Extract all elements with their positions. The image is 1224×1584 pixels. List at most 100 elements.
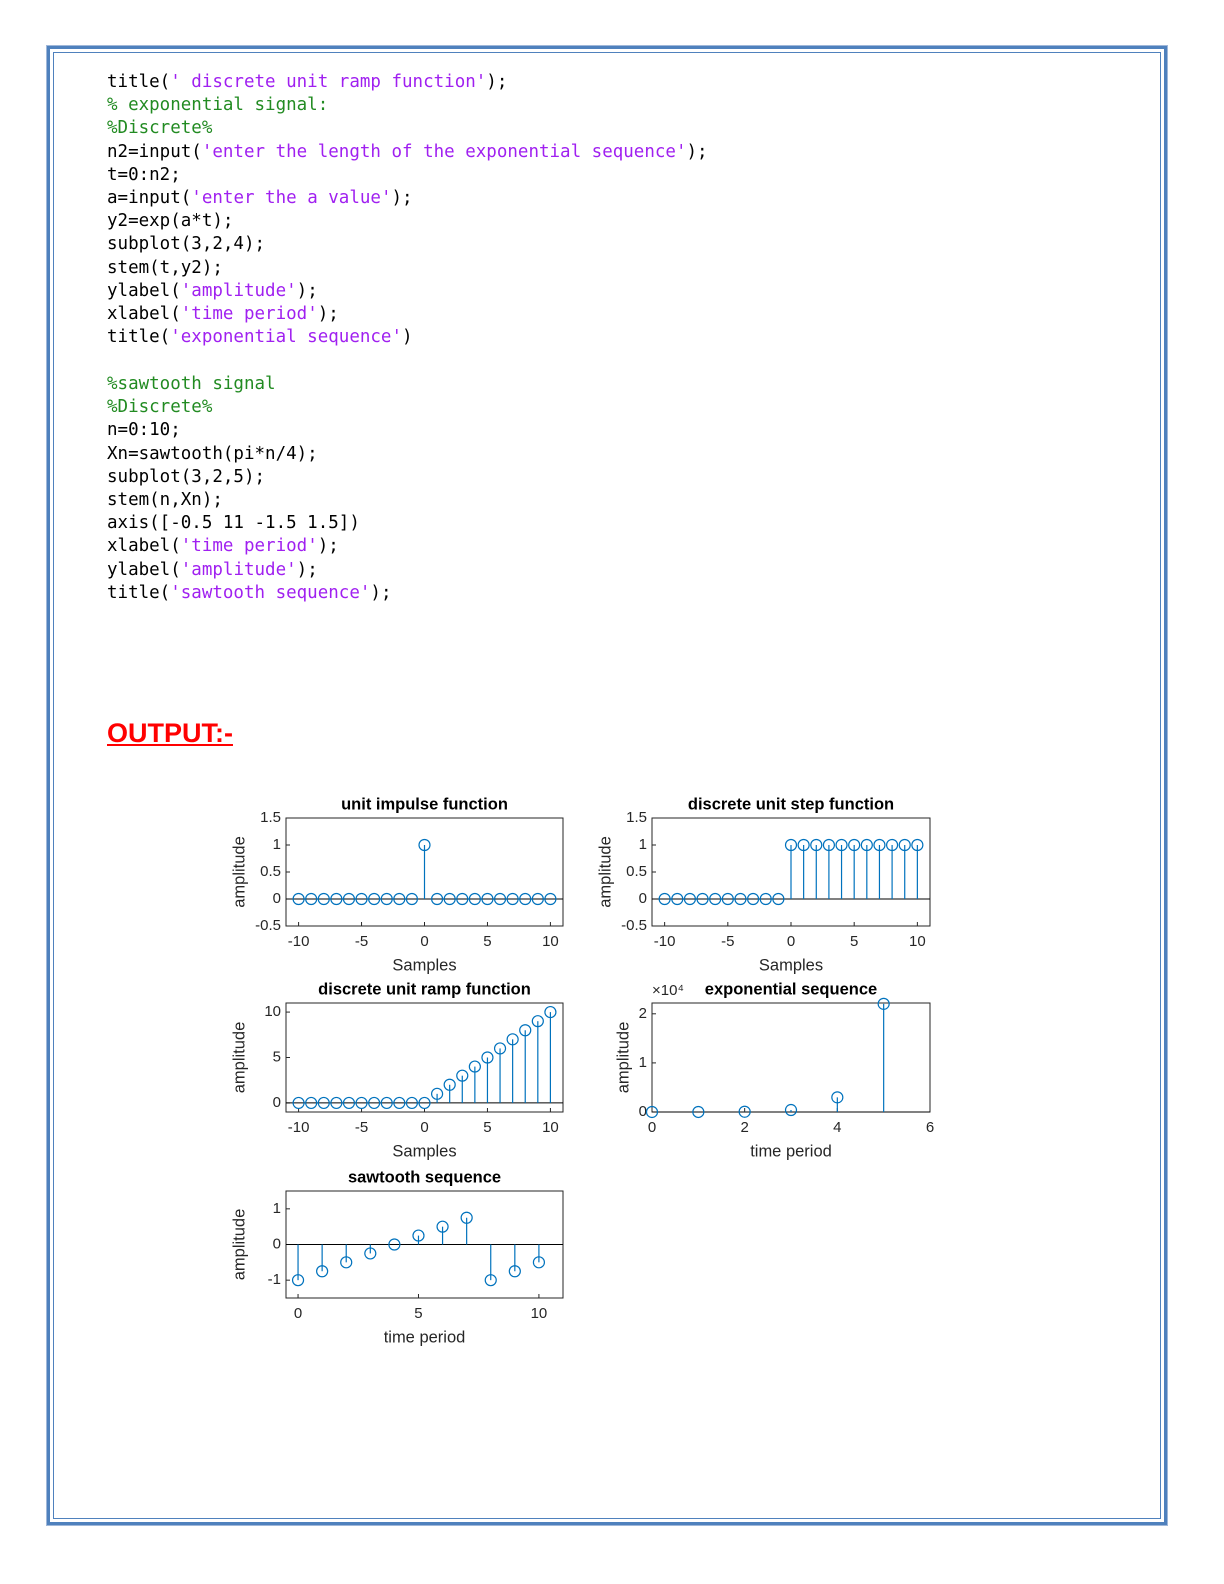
code-block: %sawtooth signal %Discrete% n=0:10; Xn=sawt… <box>107 373 391 605</box>
code-token: n2=input( <box>107 141 202 162</box>
x-axis-label: Samples <box>392 1142 456 1160</box>
y-tick-label: 1 <box>273 836 281 853</box>
code-line: stem(t,y2); <box>107 257 708 280</box>
y-tick-label: 0.5 <box>260 863 281 880</box>
x-tick-label: 0 <box>787 933 795 950</box>
x-axis-label: Samples <box>392 956 456 974</box>
code-line: a=input('enter the a value'); <box>107 187 708 210</box>
stem-marker <box>393 892 406 906</box>
y-tick-label: 2 <box>639 1005 647 1022</box>
stem-marker <box>671 892 684 906</box>
code-token: subplot(3,2,5); <box>107 466 266 487</box>
y-multiplier: ×10⁴ <box>652 982 684 999</box>
code-token: ); <box>317 536 339 557</box>
code-line: n=0:10; <box>107 419 391 442</box>
stem-marker <box>721 892 734 906</box>
code-token: ' discrete unit ramp function' <box>170 72 487 92</box>
stem-marker <box>911 838 924 852</box>
y-axis-label: amplitude <box>230 836 248 908</box>
code-line: xlabel('time period'); <box>107 535 391 558</box>
code-token: ylabel( <box>107 559 181 580</box>
stem-marker <box>506 892 519 906</box>
y-axis-label: amplitude <box>596 836 614 908</box>
code-token: %Discrete% <box>107 118 213 139</box>
x-tick-label: -5 <box>721 933 734 950</box>
stem-marker <box>544 892 557 906</box>
code-token: y2=exp(a*t); <box>107 211 234 232</box>
code-line: Xn=sawtooth(pi*n/4); <box>107 443 391 466</box>
stem-marker <box>519 892 532 906</box>
stem-marker <box>784 1103 798 1117</box>
code-token: xlabel( <box>107 304 181 325</box>
x-tick-label: 10 <box>542 933 559 950</box>
stem-marker <box>393 1096 406 1110</box>
stem-marker <box>696 892 709 906</box>
x-tick-label: -10 <box>288 1119 310 1136</box>
stem-marker <box>885 838 899 852</box>
x-axis-label: time period <box>750 1142 832 1160</box>
stem-marker <box>355 1096 368 1110</box>
stem-marker <box>734 892 747 906</box>
chart-title: discrete unit ramp function <box>318 980 531 998</box>
chart-title: unit impulse function <box>341 795 508 813</box>
chart-title: discrete unit step function <box>688 795 894 813</box>
x-tick-label: 10 <box>531 1305 548 1322</box>
code-token: title( <box>107 582 171 603</box>
stem-marker <box>848 838 861 852</box>
y-axis-label: amplitude <box>230 1209 248 1281</box>
code-token: axis([-0.5 11 -1.5 1.5]) <box>107 513 360 534</box>
y-tick-label: 1.5 <box>626 809 647 826</box>
code-token: title( <box>107 327 171 348</box>
code-token: n=0:10; <box>107 420 181 441</box>
stem-marker <box>746 892 760 906</box>
stem-marker <box>460 1211 473 1224</box>
output-heading: OUTPUT:- <box>107 718 233 748</box>
stem-marker <box>456 892 469 906</box>
x-tick-label: 5 <box>414 1305 422 1322</box>
code-token: %sawtooth signal <box>107 374 276 394</box>
stem-marker <box>532 1256 546 1269</box>
code-line: %sawtooth signal <box>107 373 391 396</box>
stem-marker <box>692 1105 705 1119</box>
subplot: exponential sequence time period amplitude… <box>614 980 934 1160</box>
stem-marker <box>368 892 381 906</box>
code-line: stem(n,Xn); <box>107 489 391 512</box>
code-line: subplot(3,2,4); <box>107 233 708 256</box>
stem-marker <box>835 838 848 852</box>
x-tick-label: -10 <box>288 933 310 950</box>
stem-marker <box>430 892 444 906</box>
x-tick-label: 10 <box>909 933 926 950</box>
x-tick-label: 0 <box>294 1305 302 1322</box>
stem-marker <box>340 1256 353 1269</box>
page-border-inner <box>53 52 1161 1519</box>
y-tick-label: 1 <box>273 1200 281 1217</box>
x-tick-label: 6 <box>926 1119 934 1136</box>
code-token: ); <box>317 304 339 325</box>
code-token: ); <box>296 559 318 580</box>
code-token: ); <box>686 141 708 162</box>
stem-marker <box>709 892 722 906</box>
stem-marker <box>330 892 343 906</box>
code-line: t=0:n2; <box>107 164 708 187</box>
x-tick-label: -10 <box>654 933 676 950</box>
stem-marker <box>342 1096 356 1110</box>
chart-title: exponential sequence <box>705 980 877 998</box>
code-token: 'amplitude' <box>180 559 297 580</box>
code-line: % exponential signal: <box>107 94 708 117</box>
y-tick-label: 1.5 <box>260 809 281 826</box>
code-line: y2=exp(a*t); <box>107 210 708 233</box>
code-token: subplot(3,2,4); <box>107 234 266 255</box>
code-token: 'enter the a value' <box>191 188 392 209</box>
page-border <box>47 46 1167 1525</box>
stem-marker <box>355 892 368 906</box>
code-line: title('exponential sequence') <box>107 326 708 349</box>
stem-marker <box>493 892 507 906</box>
code-token: %Discrete% <box>107 397 213 418</box>
subplot: discrete unit ramp function Samples amplit… <box>230 980 564 1160</box>
code-token: 'time period' <box>180 536 318 557</box>
code-line: ylabel('amplitude'); <box>107 559 391 582</box>
stem-marker <box>531 892 544 906</box>
x-tick-label: 0 <box>420 1119 428 1136</box>
stem-marker <box>380 892 393 906</box>
